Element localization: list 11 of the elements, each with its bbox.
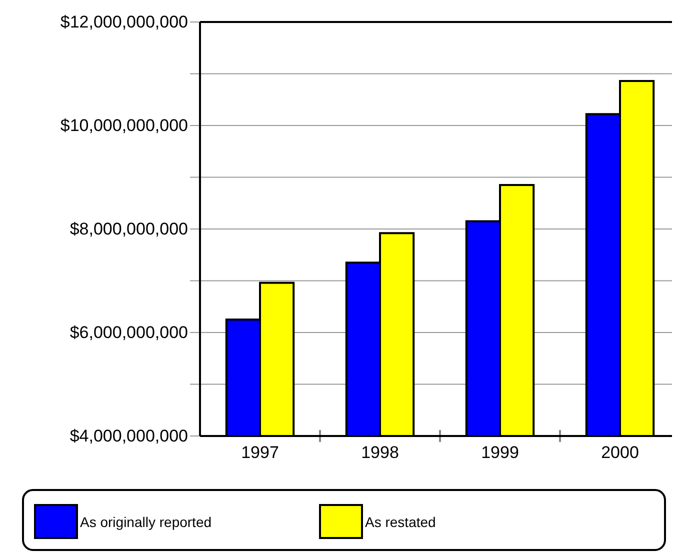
y-tick-label: $6,000,000,000 <box>70 322 188 342</box>
x-tick-label: 2000 <box>601 443 639 462</box>
legend-label: As originally reported <box>80 514 212 530</box>
x-tick-label: 1997 <box>241 443 279 462</box>
x-tick-label: 1998 <box>361 443 399 462</box>
y-tick-label: $4,000,000,000 <box>70 426 188 446</box>
y-tick-label: $12,000,000,000 <box>60 12 188 32</box>
y-tick-label: $10,000,000,000 <box>60 116 188 135</box>
y-tick-label: $8,000,000,000 <box>70 219 188 238</box>
legend-label: As restated <box>365 514 436 530</box>
x-tick-label: 1999 <box>481 443 519 462</box>
